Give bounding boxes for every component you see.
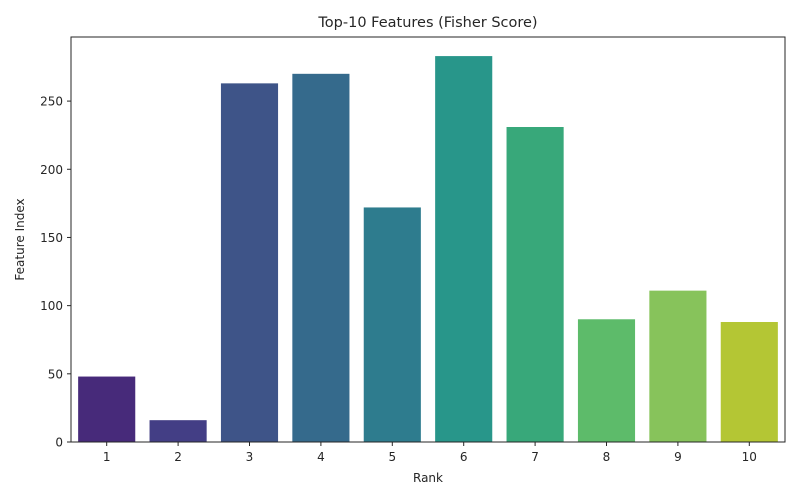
x-tick-label: 8: [603, 450, 611, 464]
bar-rank-1: [78, 376, 136, 442]
y-axis-label: Feature Index: [13, 198, 27, 280]
bar-rank-5: [363, 207, 421, 442]
bar-rank-10: [720, 322, 778, 442]
y-tick-label: 0: [55, 436, 63, 450]
plot-area-frame: [70, 36, 786, 443]
x-tick-label: 2: [174, 450, 182, 464]
y-tick-label: 100: [40, 299, 63, 313]
y-tick-label: 250: [40, 95, 63, 109]
bar-rank-6: [435, 56, 493, 443]
bar-rank-3: [220, 83, 279, 443]
x-tick-label: 10: [742, 450, 757, 464]
chart-title: Top-10 Features (Fisher Score): [317, 15, 537, 31]
y-tick-label: 150: [40, 231, 63, 245]
y-tick-label: 50: [48, 367, 63, 381]
y-axis-ticks: 0 50 100 150 200 250: [40, 95, 71, 450]
bar-rank-8: [577, 319, 636, 442]
x-tick-label: 4: [317, 450, 325, 464]
x-tick-label: 7: [531, 450, 539, 464]
x-tick-label: 1: [103, 450, 111, 464]
bar-rank-9: [649, 290, 707, 442]
bar-rank-2: [149, 420, 207, 442]
x-axis-ticks: 1 2 3 4 5 6 7 8 9 10: [103, 442, 757, 464]
y-tick-label: 200: [40, 163, 63, 177]
x-tick-label: 3: [246, 450, 254, 464]
bars-group: [78, 56, 778, 443]
bar-rank-4: [292, 73, 350, 442]
bar-rank-7: [506, 127, 564, 442]
x-tick-label: 5: [388, 450, 396, 464]
x-tick-label: 9: [674, 450, 682, 464]
x-tick-label: 6: [460, 450, 468, 464]
x-axis-label: Rank: [413, 471, 443, 485]
